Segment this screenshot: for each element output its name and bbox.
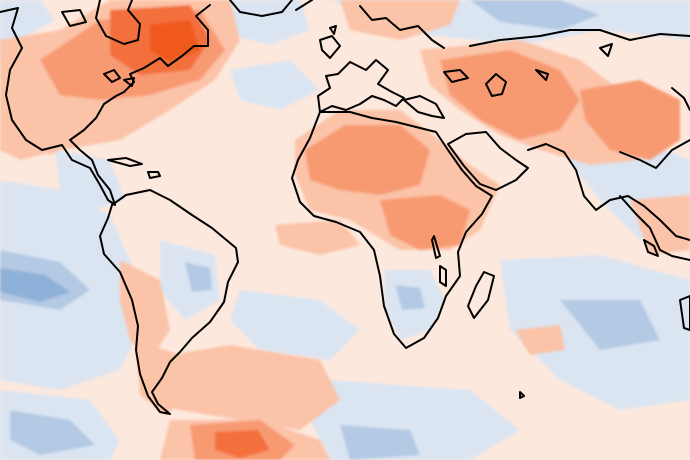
coastline-hudson-bay: [95, 0, 141, 45]
coastline-south-america: [99, 189, 239, 415]
coastline-east-asia-islands: [535, 43, 690, 331]
coastline-north-america: [0, 4, 211, 206]
warm-region-south-atlantic: [140, 345, 340, 430]
warm-region-sahara: [305, 125, 430, 195]
cool-region-greenland-sea: [220, 0, 310, 45]
warm-region-east-atlantic: [275, 220, 360, 255]
warm-region-east-africa: [380, 195, 470, 250]
coastline-africa: [291, 111, 493, 349]
cool-region-indian-ocean-mid: [560, 300, 660, 350]
coastline-caribbean: [107, 157, 161, 179]
coastline-asia: [469, 29, 690, 241]
warm-region-north-europe: [340, 0, 460, 40]
coastlines: [0, 0, 690, 415]
cool-region-kalahari: [395, 285, 425, 310]
cool-region-caribbean: [55, 150, 125, 210]
cool-region-arctic-strong: [470, 0, 600, 30]
coastline-small-islands: [329, 25, 525, 399]
warm-region-mexico: [20, 110, 80, 155]
cool-region-brazil: [185, 262, 212, 292]
warm-region-andes: [120, 260, 170, 360]
warm-region-south-atlantic-strong: [215, 430, 270, 458]
coastline-arabia: [447, 131, 529, 191]
cool-region-south-atlantic: [230, 290, 360, 360]
cool-region-south-ocean-mid: [340, 425, 420, 460]
coastline-madagascar: [467, 271, 495, 319]
cool-region-east-pacific-strong: [0, 268, 70, 302]
coastline-europe: [295, 0, 445, 113]
coastline-arctic-islands: [61, 0, 293, 27]
cool-region-north-atlantic: [230, 60, 320, 110]
warm-region-indian-ocean-patch: [515, 325, 565, 355]
coastline-mediterranean: [403, 69, 469, 119]
coastline-great-lakes: [103, 69, 135, 87]
coastline-southeast-asia: [619, 195, 690, 261]
warm-region-china: [580, 80, 680, 160]
cool-region-southeast-pacific-mid: [10, 410, 95, 455]
